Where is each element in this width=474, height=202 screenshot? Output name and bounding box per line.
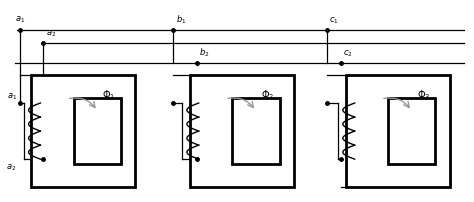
Text: $\Phi_1$: $\Phi_1$ <box>102 88 116 102</box>
Bar <box>74 98 121 164</box>
Text: $a_1$: $a_1$ <box>15 14 25 25</box>
Text: $c_2$: $c_2$ <box>343 49 353 59</box>
Text: $b_1$: $b_1$ <box>175 14 186 26</box>
Text: $c_1$: $c_1$ <box>329 16 339 26</box>
Text: $a_1$: $a_1$ <box>7 92 17 102</box>
Text: $a_2$: $a_2$ <box>7 162 17 173</box>
Bar <box>346 75 450 187</box>
Text: $\Phi_2$: $\Phi_2$ <box>261 88 274 102</box>
Text: $b_2$: $b_2$ <box>199 47 210 59</box>
Bar <box>31 75 136 187</box>
Text: $a_2$: $a_2$ <box>46 29 56 39</box>
Bar <box>190 75 294 187</box>
Bar <box>388 98 436 164</box>
Bar <box>232 98 280 164</box>
Text: $\Phi_3$: $\Phi_3$ <box>417 88 430 102</box>
